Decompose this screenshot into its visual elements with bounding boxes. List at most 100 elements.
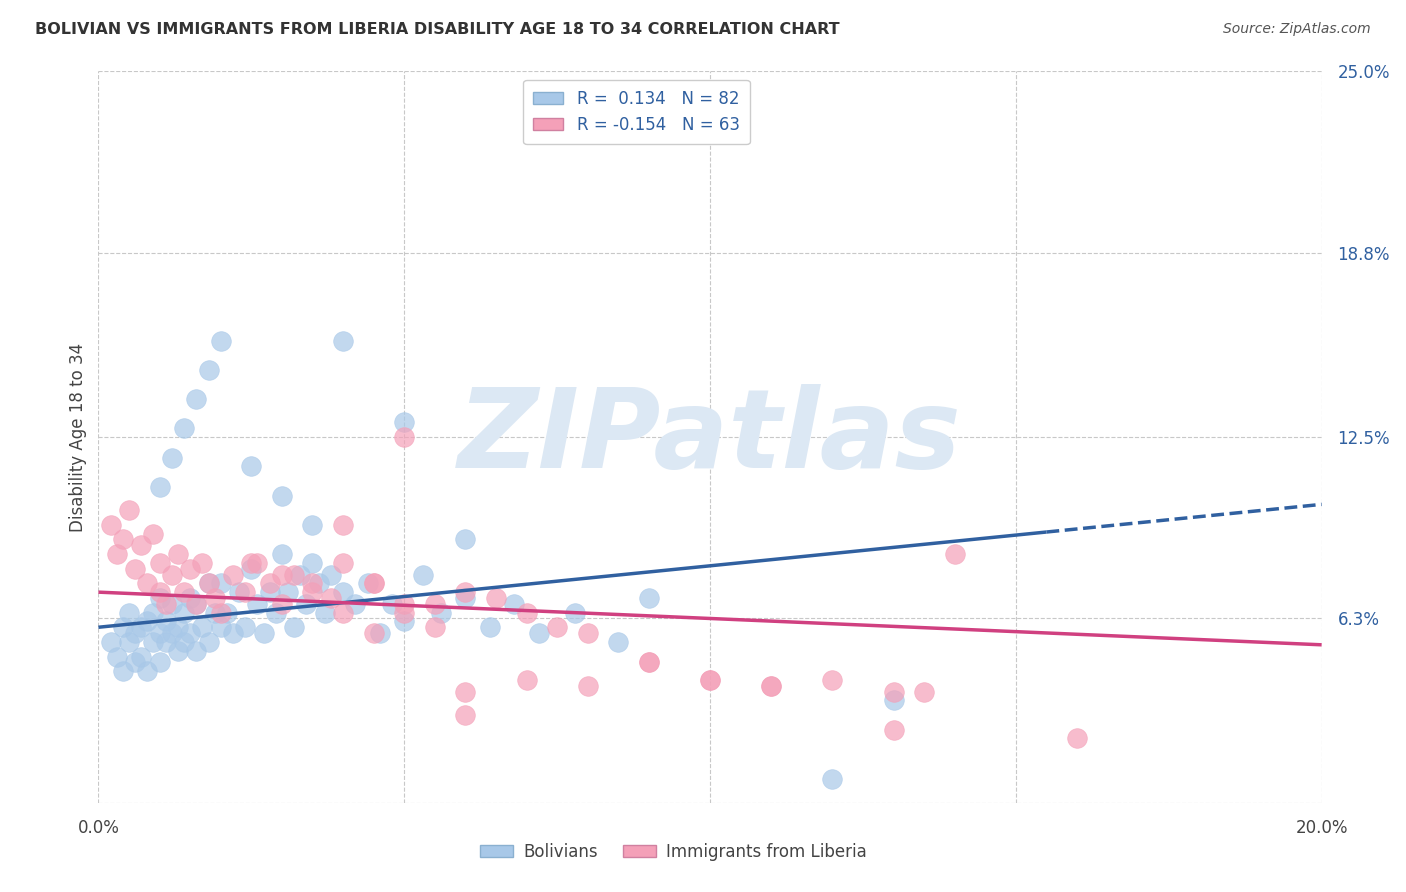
Point xyxy=(179,626,201,640)
Point xyxy=(111,664,134,678)
Point xyxy=(392,430,416,444)
Point xyxy=(149,626,172,640)
Point xyxy=(301,556,323,570)
Point xyxy=(160,626,183,640)
Point xyxy=(759,679,782,693)
Point xyxy=(136,664,159,678)
Point xyxy=(454,591,477,605)
Point xyxy=(155,597,177,611)
Point xyxy=(124,626,146,640)
Point xyxy=(209,576,232,591)
Point xyxy=(173,606,195,620)
Point xyxy=(314,606,336,620)
Point xyxy=(209,606,232,620)
Point xyxy=(363,576,385,591)
Point xyxy=(246,597,269,611)
Point xyxy=(222,626,245,640)
Point xyxy=(546,620,568,634)
Point xyxy=(363,576,385,591)
Point xyxy=(240,562,263,576)
Point xyxy=(167,620,190,634)
Point xyxy=(883,684,905,698)
Point xyxy=(191,620,214,634)
Point xyxy=(912,684,935,698)
Point xyxy=(821,772,844,787)
Point xyxy=(332,334,354,348)
Point xyxy=(179,562,201,576)
Point xyxy=(1066,731,1088,746)
Point xyxy=(149,591,172,605)
Point xyxy=(136,615,159,629)
Point xyxy=(246,556,269,570)
Text: BOLIVIAN VS IMMIGRANTS FROM LIBERIA DISABILITY AGE 18 TO 34 CORRELATION CHART: BOLIVIAN VS IMMIGRANTS FROM LIBERIA DISA… xyxy=(35,22,839,37)
Point xyxy=(301,585,323,599)
Point xyxy=(149,556,172,570)
Point xyxy=(392,615,416,629)
Point xyxy=(197,576,219,591)
Point xyxy=(478,620,501,634)
Point xyxy=(423,597,446,611)
Point xyxy=(160,597,183,611)
Point xyxy=(228,585,250,599)
Point xyxy=(240,459,263,474)
Point xyxy=(197,363,219,377)
Point xyxy=(759,679,782,693)
Point xyxy=(233,620,256,634)
Point xyxy=(283,620,305,634)
Point xyxy=(454,585,477,599)
Point xyxy=(368,626,391,640)
Point xyxy=(118,635,141,649)
Point xyxy=(319,591,342,605)
Point xyxy=(204,606,226,620)
Point xyxy=(392,416,416,430)
Point xyxy=(527,626,550,640)
Point xyxy=(270,567,292,582)
Point xyxy=(142,606,165,620)
Point xyxy=(344,597,367,611)
Point xyxy=(332,517,354,532)
Point xyxy=(363,626,385,640)
Point xyxy=(111,533,134,547)
Point xyxy=(301,576,323,591)
Point xyxy=(637,656,661,670)
Point xyxy=(503,597,526,611)
Point xyxy=(356,576,378,591)
Point xyxy=(105,649,128,664)
Point xyxy=(259,576,281,591)
Point xyxy=(264,606,287,620)
Point xyxy=(142,526,165,541)
Point xyxy=(576,679,599,693)
Point xyxy=(209,620,232,634)
Point xyxy=(308,576,330,591)
Point xyxy=(270,597,292,611)
Point xyxy=(160,450,183,465)
Point xyxy=(319,567,342,582)
Point xyxy=(142,635,165,649)
Point xyxy=(883,723,905,737)
Point xyxy=(883,693,905,707)
Point xyxy=(516,606,538,620)
Point xyxy=(332,585,354,599)
Point xyxy=(699,673,721,687)
Point xyxy=(381,597,404,611)
Point xyxy=(149,656,172,670)
Point xyxy=(118,606,141,620)
Point xyxy=(430,606,453,620)
Point xyxy=(423,620,446,634)
Point xyxy=(100,635,122,649)
Point xyxy=(637,591,661,605)
Point xyxy=(301,517,323,532)
Point xyxy=(392,597,416,611)
Point xyxy=(124,562,146,576)
Point xyxy=(564,606,586,620)
Point xyxy=(295,597,318,611)
Point xyxy=(283,567,305,582)
Point xyxy=(167,643,190,657)
Point xyxy=(454,684,477,698)
Text: Source: ZipAtlas.com: Source: ZipAtlas.com xyxy=(1223,22,1371,37)
Point xyxy=(270,547,292,561)
Point xyxy=(186,597,208,611)
Point xyxy=(167,547,190,561)
Point xyxy=(186,597,208,611)
Point xyxy=(191,556,214,570)
